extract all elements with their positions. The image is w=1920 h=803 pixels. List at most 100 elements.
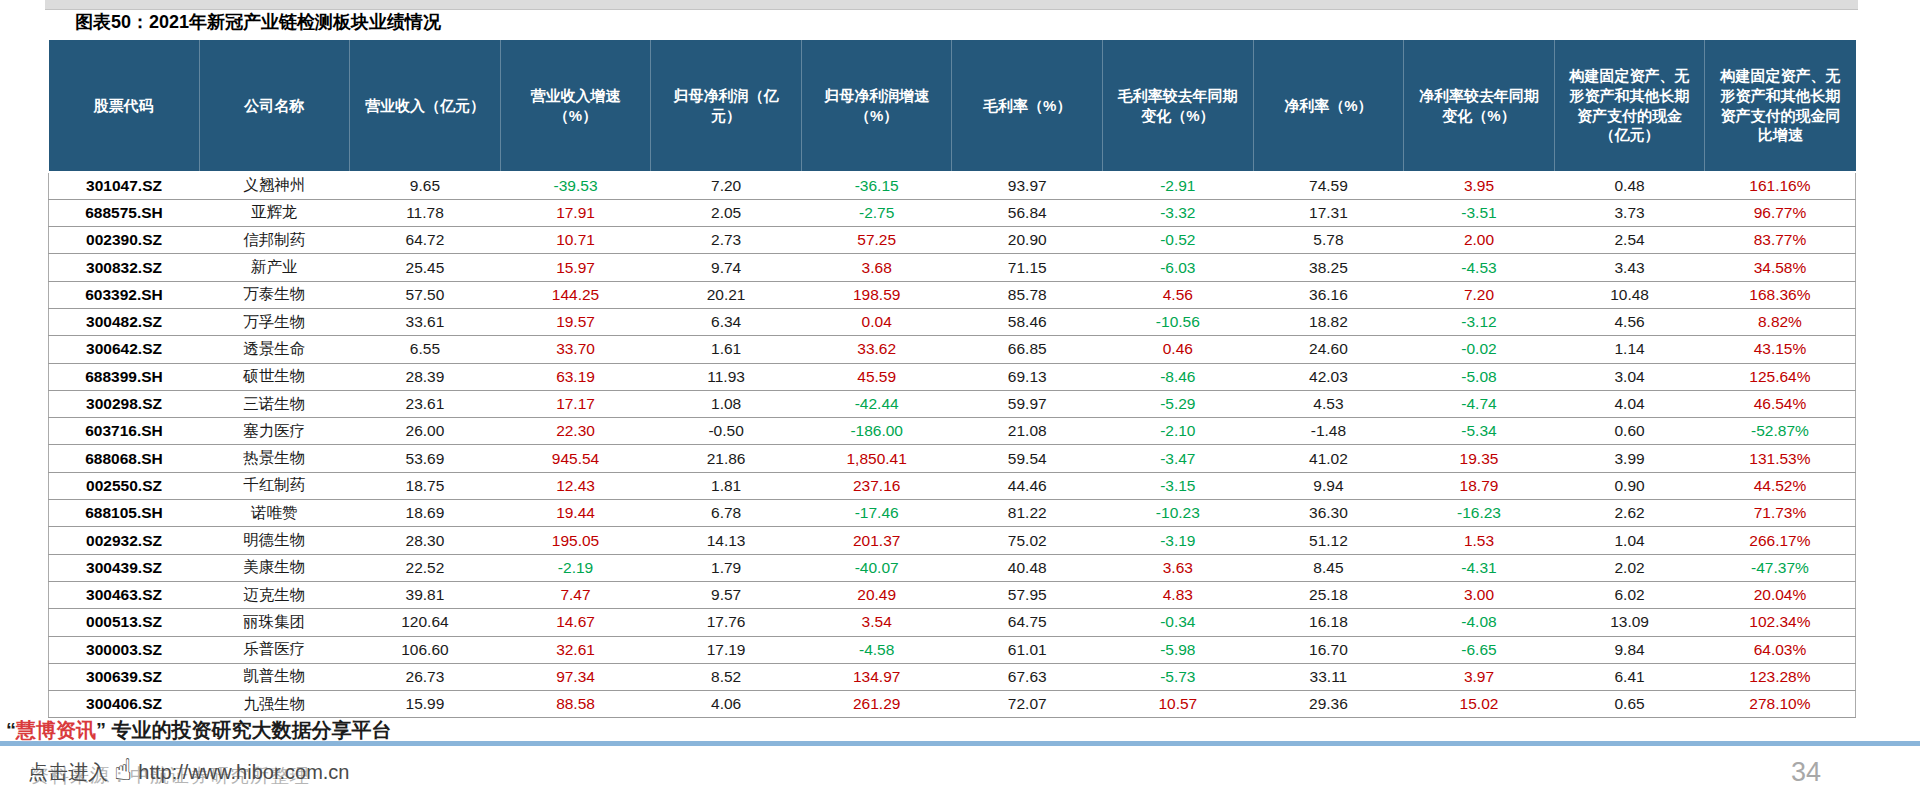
value-cell: 21.08: [952, 418, 1103, 445]
table-row: 300639.SZ凯普生物26.7397.348.52134.9767.63-5…: [49, 663, 1856, 690]
value-cell: 123.28%: [1705, 663, 1856, 690]
value-cell: 59.54: [952, 445, 1103, 472]
value-cell: 1.79: [651, 554, 802, 581]
value-cell: 4.56: [1554, 308, 1705, 335]
table-row: 300832.SZ新产业25.4515.979.743.6871.15-6.03…: [49, 254, 1856, 281]
value-cell: 4.06: [651, 691, 802, 718]
value-cell: 63.19: [500, 363, 651, 390]
value-cell: 2.54: [1554, 227, 1705, 254]
value-cell: 6.02: [1554, 581, 1705, 608]
value-cell: 12.43: [500, 472, 651, 499]
value-cell: 6.34: [651, 308, 802, 335]
hibor-link[interactable]: 点击进入 ☝ http://www.hibor.com.cn: [28, 759, 349, 786]
value-cell: -10.56: [1103, 308, 1254, 335]
value-cell: 9.74: [651, 254, 802, 281]
value-cell: -6.03: [1103, 254, 1254, 281]
value-cell: 20.90: [952, 227, 1103, 254]
value-cell: 17.91: [500, 199, 651, 226]
value-cell: 45.59: [801, 363, 952, 390]
value-cell: 7.47: [500, 581, 651, 608]
value-cell: 17.19: [651, 636, 802, 663]
company-name: 万泰生物: [199, 281, 350, 308]
value-cell: 11.78: [350, 199, 501, 226]
column-header: 营业收入（亿元）: [350, 40, 501, 172]
value-cell: 3.63: [1103, 554, 1254, 581]
company-name: 三诺生物: [199, 390, 350, 417]
value-cell: 9.65: [350, 172, 501, 199]
column-header: 净利率（%）: [1253, 40, 1404, 172]
value-cell: 125.64%: [1705, 363, 1856, 390]
value-cell: 6.78: [651, 500, 802, 527]
company-name: 硕世生物: [199, 363, 350, 390]
value-cell: 0.48: [1554, 172, 1705, 199]
value-cell: 51.12: [1253, 527, 1404, 554]
value-cell: -52.87%: [1705, 418, 1856, 445]
value-cell: 17.17: [500, 390, 651, 417]
stock-code: 300406.SZ: [49, 691, 200, 718]
value-cell: 64.03%: [1705, 636, 1856, 663]
value-cell: 14.13: [651, 527, 802, 554]
value-cell: 195.05: [500, 527, 651, 554]
stock-code: 300463.SZ: [49, 581, 200, 608]
value-cell: 2.73: [651, 227, 802, 254]
stock-code: 688068.SH: [49, 445, 200, 472]
value-cell: 9.57: [651, 581, 802, 608]
chart-title: 图表50：2021年新冠产业链检测板块业绩情况: [75, 10, 441, 34]
value-cell: 67.63: [952, 663, 1103, 690]
value-cell: 66.85: [952, 336, 1103, 363]
header-row: 股票代码公司名称营业收入（亿元）营业收入增速（%）归母净利润（亿元）归母净利润增…: [49, 40, 1856, 172]
column-header: 构建固定资产、无形资产和其他长期资产支付的现金同比增速: [1705, 40, 1856, 172]
value-cell: 3.43: [1554, 254, 1705, 281]
value-cell: -2.10: [1103, 418, 1254, 445]
stock-code: 300003.SZ: [49, 636, 200, 663]
table-row: 688068.SH热景生物53.69945.5421.861,850.4159.…: [49, 445, 1856, 472]
value-cell: 161.16%: [1705, 172, 1856, 199]
stock-code: 300832.SZ: [49, 254, 200, 281]
hibor-click-text: 点击进入: [28, 759, 108, 786]
value-cell: 74.59: [1253, 172, 1404, 199]
value-cell: 3.04: [1554, 363, 1705, 390]
value-cell: 1.04: [1554, 527, 1705, 554]
value-cell: 83.77%: [1705, 227, 1856, 254]
table-row: 603716.SH塞力医疗26.0022.30-0.50-186.0021.08…: [49, 418, 1856, 445]
company-name: 信邦制药: [199, 227, 350, 254]
value-cell: 56.84: [952, 199, 1103, 226]
value-cell: 3.97: [1404, 663, 1555, 690]
column-header: 构建固定资产、无形资产和其他长期资产支付的现金（亿元）: [1554, 40, 1705, 172]
value-cell: -8.46: [1103, 363, 1254, 390]
watermark-tagline: 专业的投资研究大数据分享平台: [112, 719, 392, 741]
value-cell: 20.49: [801, 581, 952, 608]
table-row: 688399.SH硕世生物28.3963.1911.9345.5969.13-8…: [49, 363, 1856, 390]
value-cell: 7.20: [651, 172, 802, 199]
value-cell: -10.23: [1103, 500, 1254, 527]
value-cell: 3.00: [1404, 581, 1555, 608]
value-cell: 6.55: [350, 336, 501, 363]
value-cell: 96.77%: [1705, 199, 1856, 226]
value-cell: -4.58: [801, 636, 952, 663]
value-cell: 25.18: [1253, 581, 1404, 608]
value-cell: 0.90: [1554, 472, 1705, 499]
value-cell: 23.61: [350, 390, 501, 417]
value-cell: 18.79: [1404, 472, 1555, 499]
table-row: 300439.SZ美康生物22.52-2.191.79-40.0740.483.…: [49, 554, 1856, 581]
value-cell: 2.00: [1404, 227, 1555, 254]
value-cell: -2.75: [801, 199, 952, 226]
column-header: 归母净利润增速（%）: [801, 40, 952, 172]
value-cell: 33.61: [350, 308, 501, 335]
value-cell: 14.67: [500, 609, 651, 636]
value-cell: 9.94: [1253, 472, 1404, 499]
value-cell: 945.54: [500, 445, 651, 472]
value-cell: -5.73: [1103, 663, 1254, 690]
value-cell: 15.97: [500, 254, 651, 281]
stock-code: 688399.SH: [49, 363, 200, 390]
value-cell: 1.08: [651, 390, 802, 417]
value-cell: 32.61: [500, 636, 651, 663]
value-cell: 9.84: [1554, 636, 1705, 663]
value-cell: 97.34: [500, 663, 651, 690]
source-area: 资料来源：中航证券研究所整理 点击进入 ☝ http://www.hibor.c…: [28, 756, 728, 796]
value-cell: 261.29: [801, 691, 952, 718]
value-cell: 21.86: [651, 445, 802, 472]
watermark-quote-open: “: [6, 719, 16, 741]
value-cell: 36.16: [1253, 281, 1404, 308]
value-cell: 168.36%: [1705, 281, 1856, 308]
